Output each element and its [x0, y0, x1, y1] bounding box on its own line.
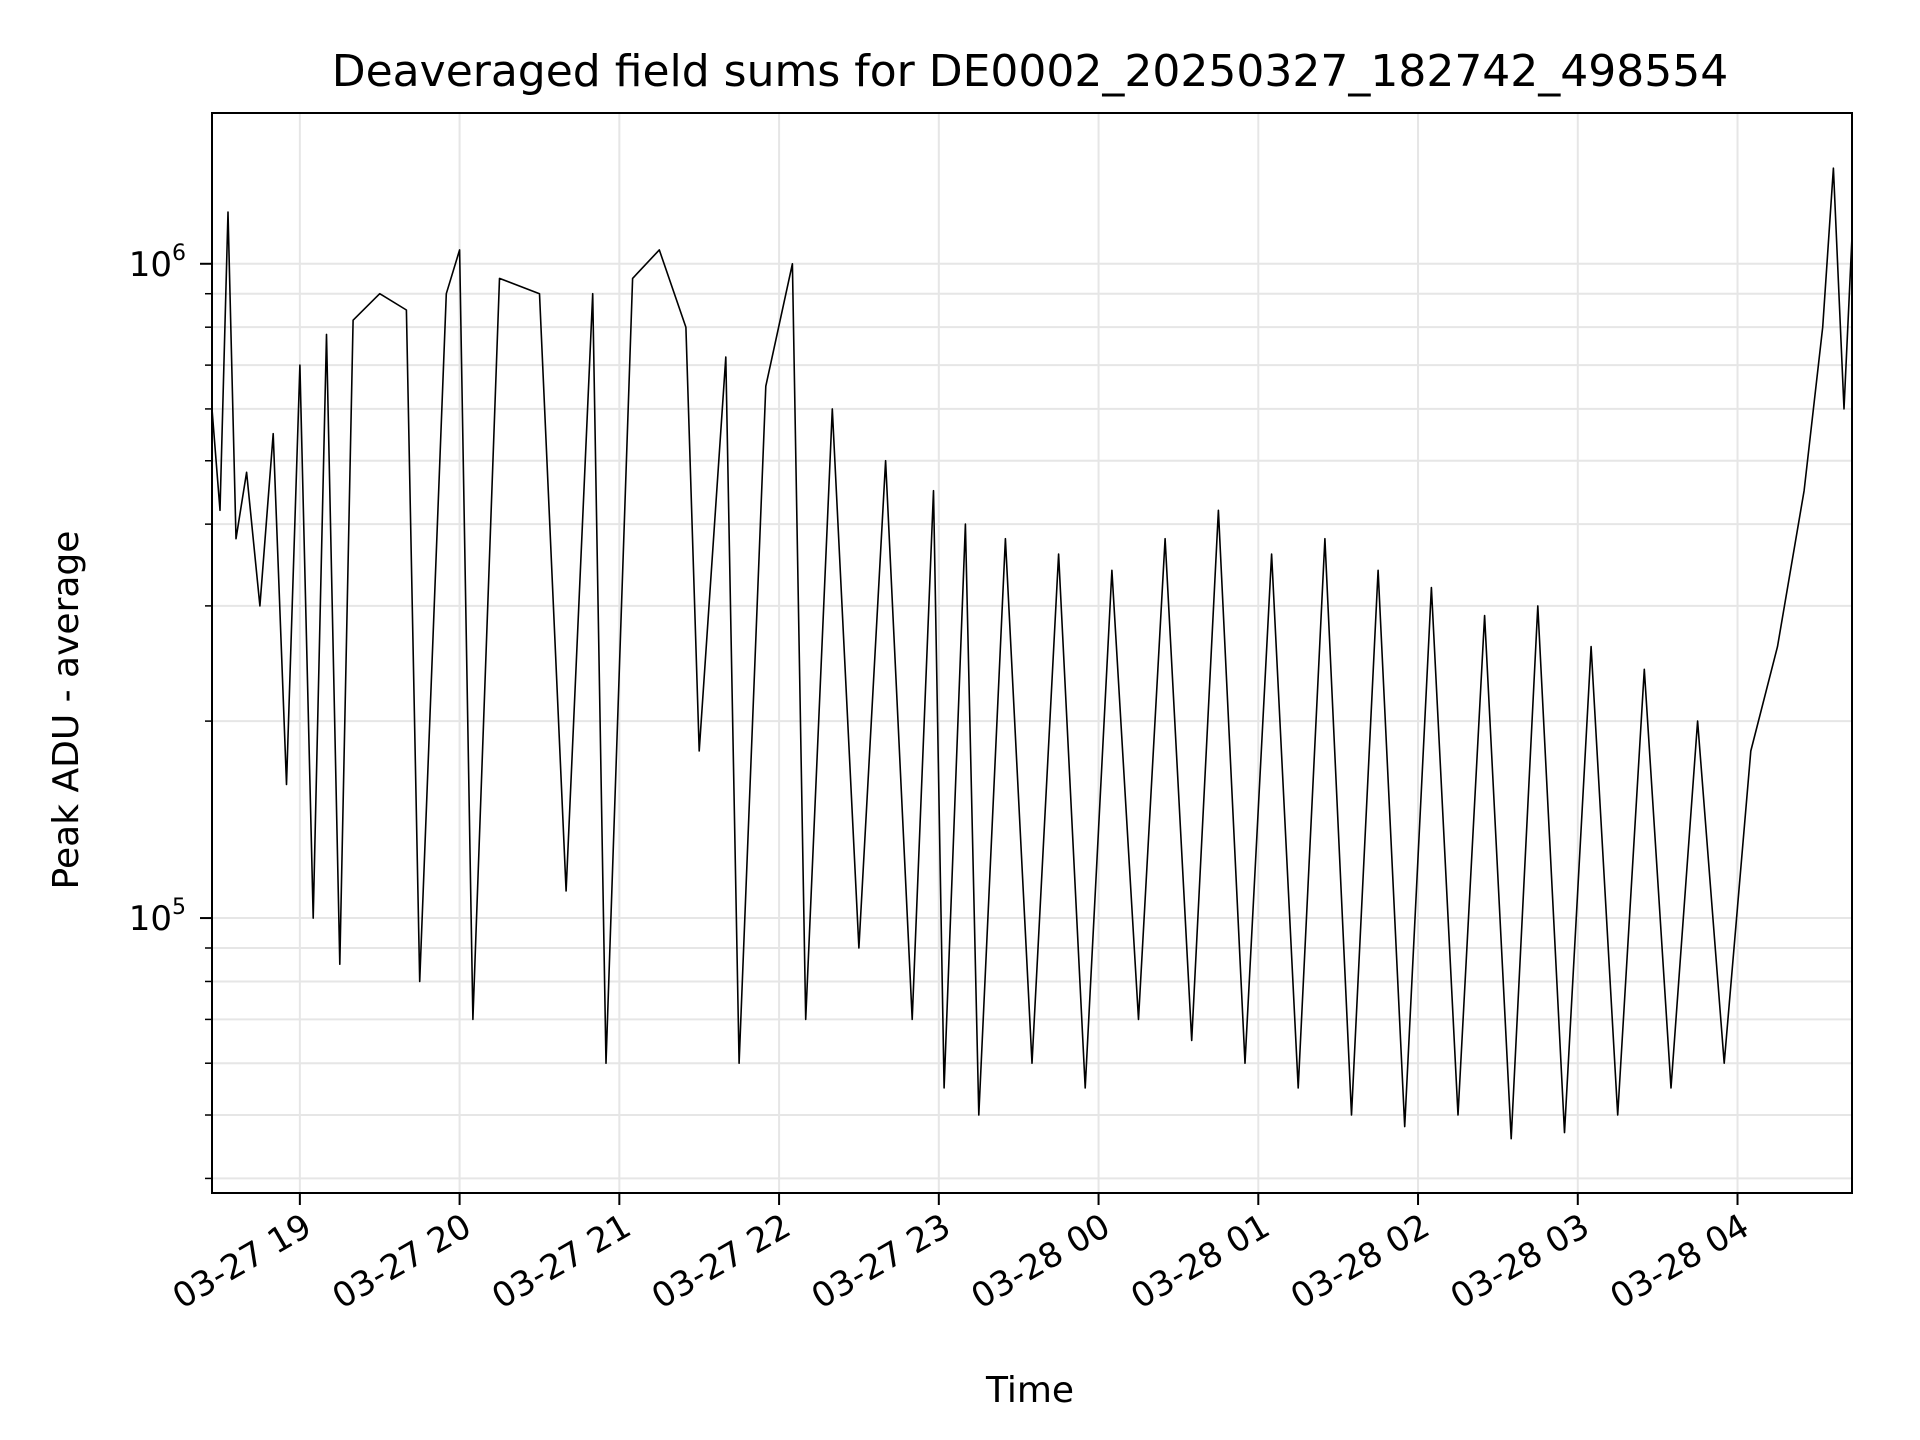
- series-line-0: [211, 167, 1853, 1140]
- plot-frame: [211, 112, 1853, 1194]
- grid: [212, 113, 1852, 1193]
- y-axis-label: Peak ADU - average: [46, 531, 87, 890]
- series-line: [211, 167, 1853, 1140]
- y-axis: 105 106: [129, 241, 212, 1180]
- y-tick-label: 106: [129, 241, 186, 285]
- x-axis-label: Time: [985, 1370, 1074, 1411]
- chart-title: Deaveraged field sums for DE0002_2025032…: [332, 46, 1729, 97]
- y-tick-label: 105: [129, 895, 186, 939]
